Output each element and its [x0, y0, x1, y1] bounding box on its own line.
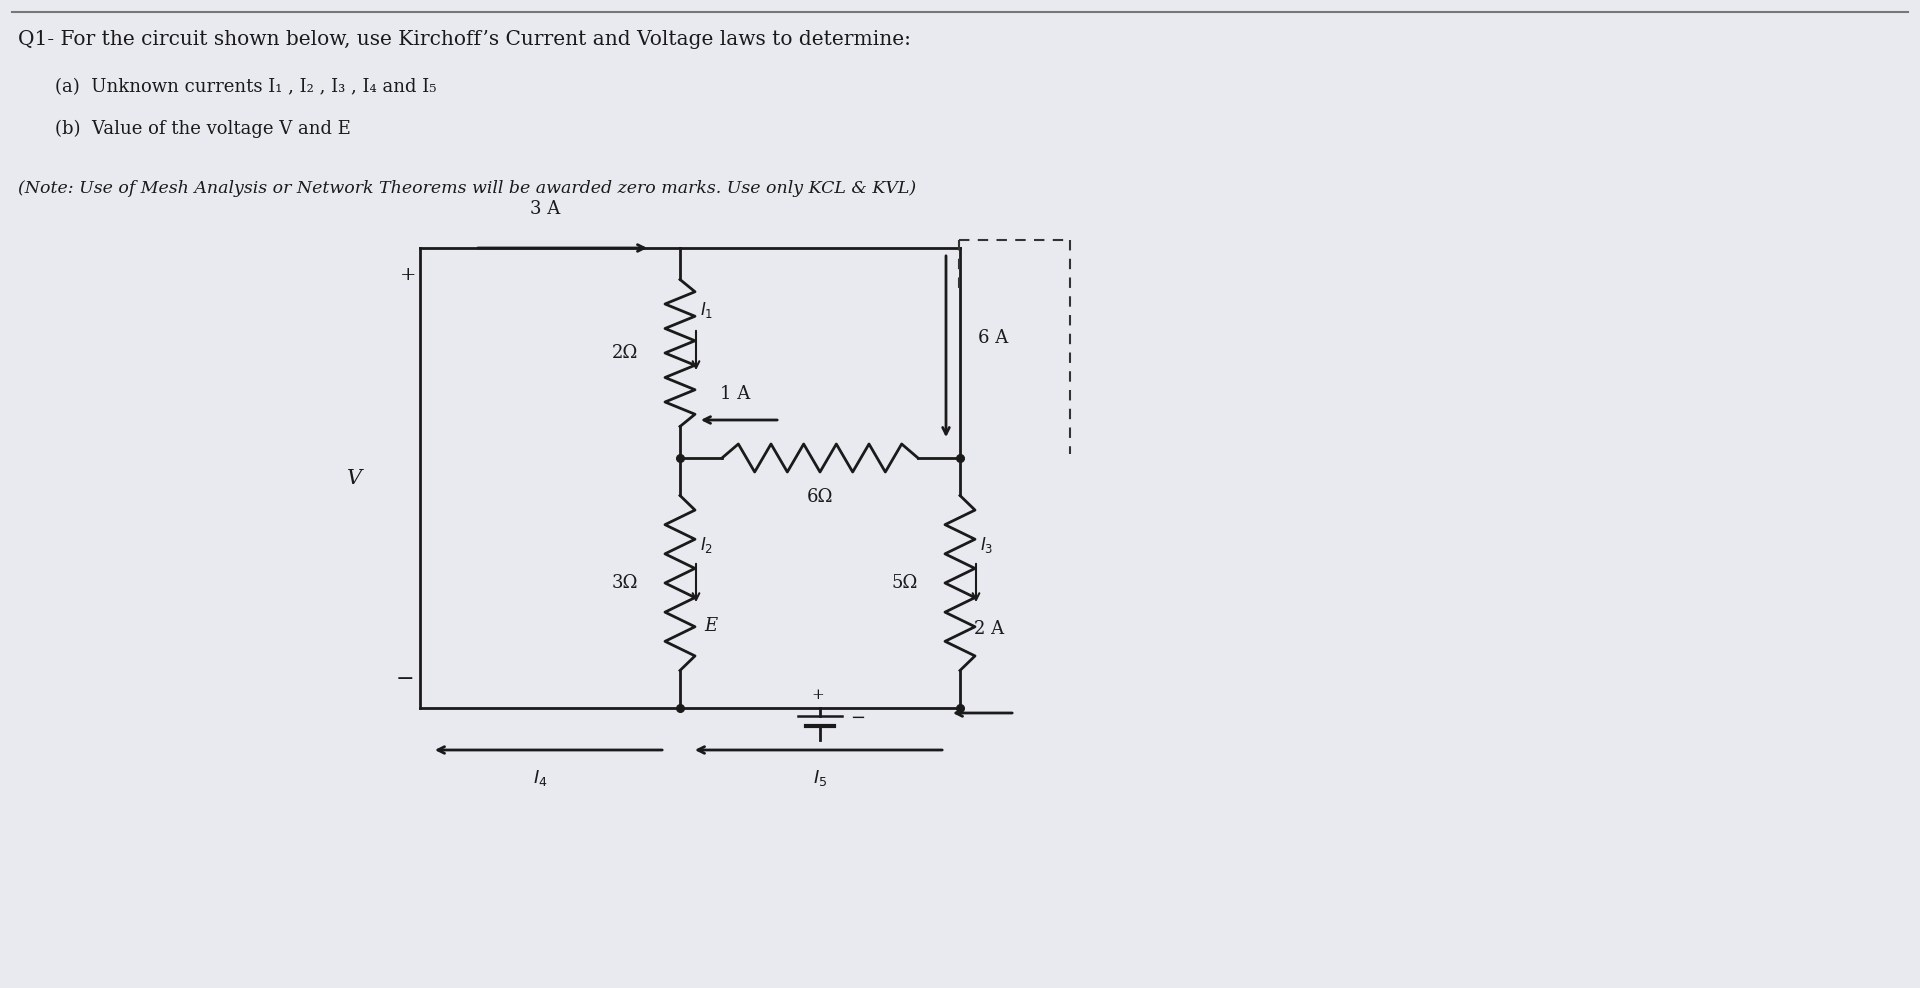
- Text: −: −: [851, 709, 866, 727]
- Text: (a)  Unknown currents I₁ , I₂ , I₃ , I₄ and I₅: (a) Unknown currents I₁ , I₂ , I₃ , I₄ a…: [56, 78, 436, 96]
- Text: $I_5$: $I_5$: [812, 768, 828, 788]
- Text: (b)  Value of the voltage V and E: (b) Value of the voltage V and E: [56, 120, 351, 138]
- Text: V: V: [348, 468, 363, 487]
- Text: 6Ω: 6Ω: [806, 488, 833, 506]
- Text: +: +: [812, 688, 824, 702]
- Text: 3Ω: 3Ω: [611, 574, 637, 592]
- Text: $I_1$: $I_1$: [701, 300, 712, 320]
- Text: E: E: [705, 617, 718, 635]
- Text: 2 A: 2 A: [973, 620, 1004, 638]
- Text: 5Ω: 5Ω: [891, 574, 918, 592]
- Text: +: +: [399, 266, 417, 284]
- Text: (Note: Use of Mesh Analysis or Network Theorems will be awarded zero marks. Use : (Note: Use of Mesh Analysis or Network T…: [17, 180, 916, 197]
- Text: 3 A: 3 A: [530, 200, 561, 218]
- Text: −: −: [396, 668, 415, 690]
- Text: $I_4$: $I_4$: [532, 768, 547, 788]
- Text: 2Ω: 2Ω: [612, 344, 637, 362]
- Text: $I_3$: $I_3$: [979, 535, 993, 555]
- Text: 1 A: 1 A: [720, 385, 751, 403]
- Text: $I_2$: $I_2$: [701, 535, 712, 555]
- Text: 6 A: 6 A: [977, 329, 1008, 347]
- Text: Q1- For the circuit shown below, use Kirchoff’s Current and Voltage laws to dete: Q1- For the circuit shown below, use Kir…: [17, 30, 910, 49]
